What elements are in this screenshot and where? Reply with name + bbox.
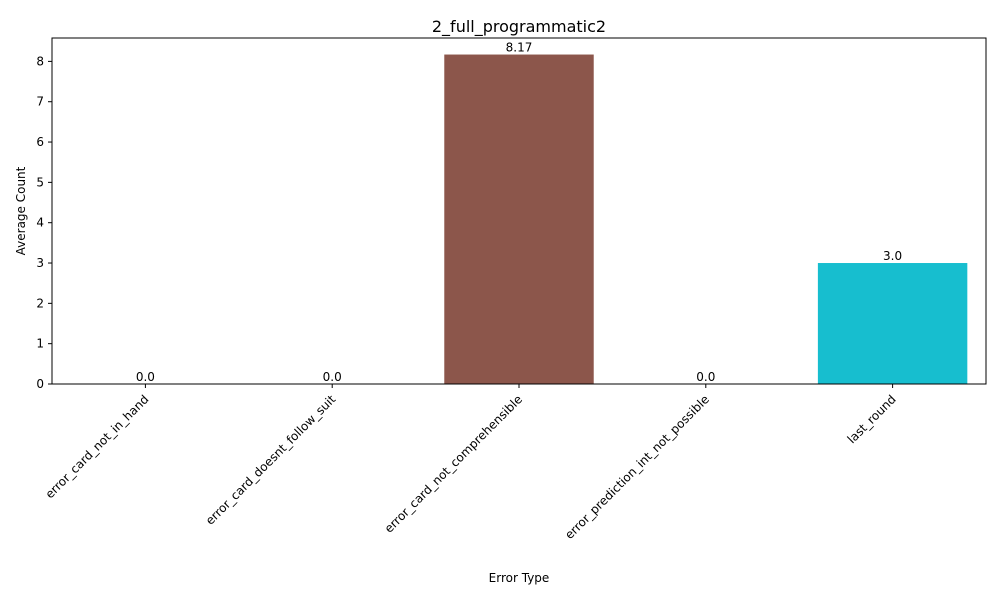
chart-title: 2_full_programmatic2 <box>432 17 606 37</box>
bar-error_card_not_comprehensible <box>444 54 594 384</box>
x-tick-label: error_card_not_comprehensible <box>382 392 525 535</box>
data-label: 8.17 <box>506 41 533 55</box>
y-axis-ticks: 0 1 2 3 4 5 6 7 8 <box>36 54 52 391</box>
x-axis-title: Error Type <box>489 571 550 585</box>
y-tick-label: 7 <box>36 95 44 109</box>
y-tick-label: 2 <box>36 296 44 310</box>
bars <box>444 54 968 384</box>
bar-last_round <box>817 263 968 384</box>
x-tick-label: last_round <box>845 392 899 446</box>
y-tick-label: 6 <box>36 135 44 149</box>
y-tick-label: 1 <box>36 337 44 351</box>
y-tick-label: 3 <box>36 256 44 270</box>
y-tick-label: 8 <box>36 54 44 68</box>
y-axis-title: Average Count <box>14 166 28 255</box>
plot-frame <box>51 37 987 385</box>
y-tick-label: 4 <box>36 216 44 230</box>
y-tick-label: 0 <box>36 377 44 391</box>
data-label: 0.0 <box>323 370 342 384</box>
x-tick-label: error_card_doesnt_follow_suit <box>203 392 339 528</box>
data-label: 0.0 <box>696 370 715 384</box>
data-label: 0.0 <box>136 370 155 384</box>
y-tick-label: 5 <box>36 175 44 189</box>
x-tick-label: error_card_not_in_hand <box>43 392 152 501</box>
data-labels: 0.0 0.0 8.17 0.0 3.0 <box>136 41 902 384</box>
x-tick-label: error_prediction_int_not_possible <box>562 392 712 542</box>
data-label: 3.0 <box>883 249 902 263</box>
x-axis-ticks: error_card_not_in_hand error_card_doesnt_… <box>43 384 899 542</box>
